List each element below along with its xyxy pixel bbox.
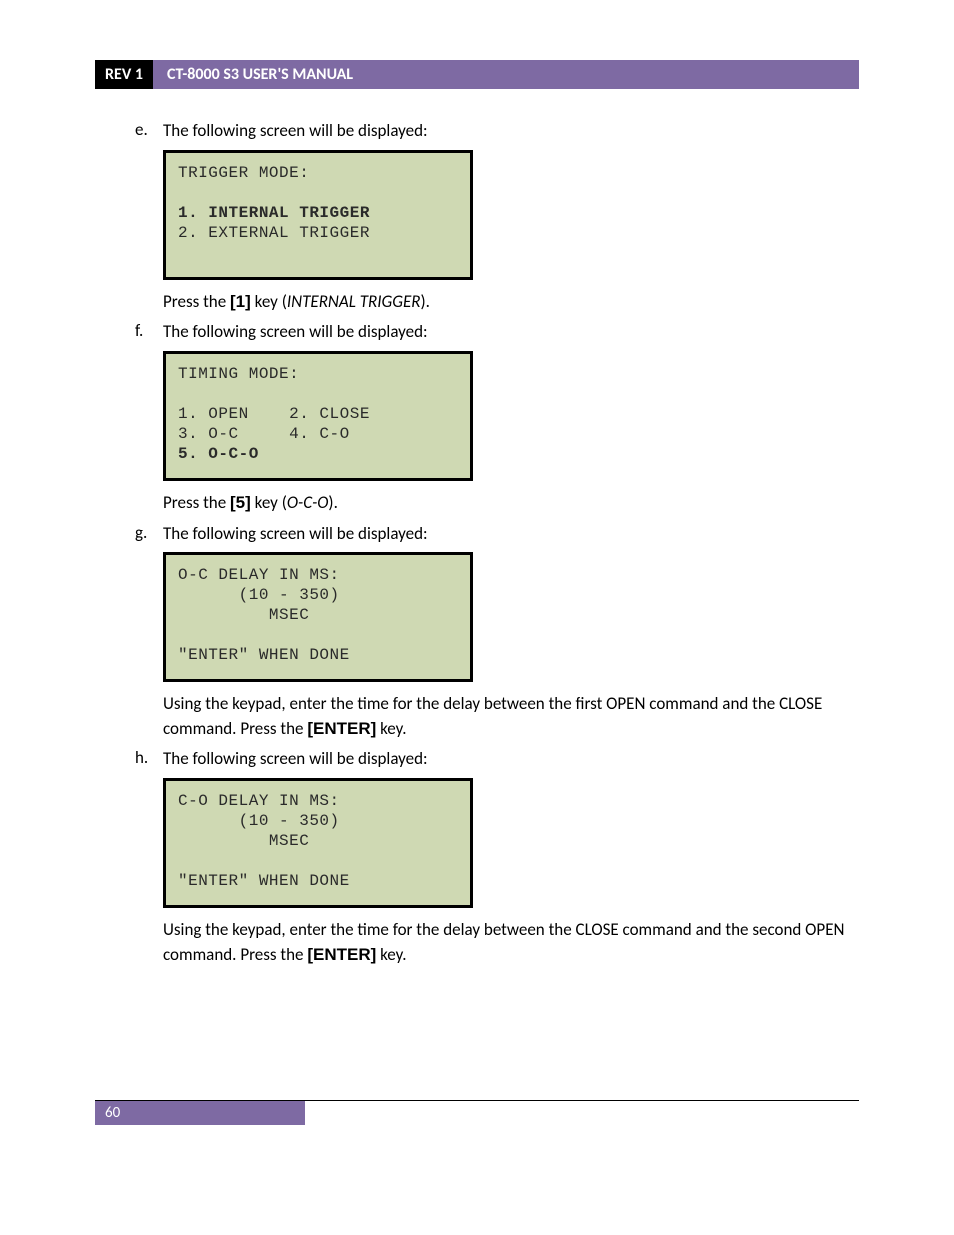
step-body: The following screen will be displayed: … [163,747,859,967]
step-after: Press the [1] key (INTERNAL TRIGGER). [163,290,859,315]
header-rev: REV 1 [95,60,153,89]
step-marker: f. [135,320,163,515]
step-h: h. The following screen will be displaye… [135,747,859,967]
lcd-line: (10 - 350) [178,586,340,604]
header-bar: REV 1 CT-8000 S3 USER'S MANUAL [95,60,859,89]
step-marker: g. [135,522,163,742]
header-title: CT-8000 S3 USER'S MANUAL [153,60,859,89]
step-f: f. The following screen will be displaye… [135,320,859,515]
step-intro: The following screen will be displayed: [163,522,859,547]
text: key. [376,944,406,965]
lcd-line: 5. O-C-O [178,445,259,463]
lcd-line: 1. OPEN 2. CLOSE [178,405,370,423]
lcd-line: MSEC [178,832,309,850]
lcd-line: 2. EXTERNAL TRIGGER [178,224,370,242]
step-after: Using the keypad, enter the time for the… [163,918,859,967]
text-ital: O-C-O [287,492,329,513]
lcd-line: C-O DELAY IN MS: [178,792,340,810]
step-intro: The following screen will be displayed: [163,747,859,772]
text: key ( [251,492,287,513]
page: REV 1 CT-8000 S3 USER'S MANUAL e. The fo… [0,0,954,1155]
step-body: The following screen will be displayed: … [163,522,859,742]
lcd-line: O-C DELAY IN MS: [178,566,340,584]
step-intro: The following screen will be displayed: [163,119,859,144]
step-after: Press the [5] key (O-C-O). [163,491,859,516]
lcd-line: (10 - 350) [178,812,340,830]
lcd-line: "ENTER" WHEN DONE [178,872,350,890]
step-after: Using the keypad, enter the time for the… [163,692,859,741]
step-e: e. The following screen will be displaye… [135,119,859,314]
lcd-line: "ENTER" WHEN DONE [178,646,350,664]
key-label: [5] [230,493,251,512]
lcd-line: MSEC [178,606,309,624]
step-intro: The following screen will be displayed: [163,320,859,345]
text: Press the [163,291,230,312]
step-marker: h. [135,747,163,967]
text: ). [421,291,430,312]
lcd-screen: C-O DELAY IN MS: (10 - 350) MSEC "ENTER"… [163,778,473,908]
lcd-line: 1. INTERNAL TRIGGER [178,204,370,222]
footer: 60 [95,1100,859,1125]
text: ). [328,492,337,513]
text-ital: INTERNAL TRIGGER [287,291,421,312]
lcd-screen: TRIGGER MODE: 1. INTERNAL TRIGGER 2. EXT… [163,150,473,280]
step-body: The following screen will be displayed: … [163,320,859,515]
lcd-line: TRIGGER MODE: [178,164,309,182]
text: Using the keypad, enter the time for the… [163,693,822,739]
footer-bar: 60 [95,1101,859,1125]
lcd-line: TIMING MODE: [178,365,299,383]
text: key. [376,718,406,739]
step-body: The following screen will be displayed: … [163,119,859,314]
key-label: [ENTER] [307,719,376,738]
lcd-line: 3. O-C 4. C-O [178,425,350,443]
lcd-screen: TIMING MODE: 1. OPEN 2. CLOSE 3. O-C 4. … [163,351,473,481]
text: Press the [163,492,230,513]
key-label: [1] [230,292,251,311]
page-number: 60 [95,1101,305,1125]
step-marker: e. [135,119,163,314]
step-g: g. The following screen will be displaye… [135,522,859,742]
text: key ( [251,291,287,312]
key-label: [ENTER] [307,945,376,964]
lcd-screen: O-C DELAY IN MS: (10 - 350) MSEC "ENTER"… [163,552,473,682]
text: Using the keypad, enter the time for the… [163,919,845,965]
